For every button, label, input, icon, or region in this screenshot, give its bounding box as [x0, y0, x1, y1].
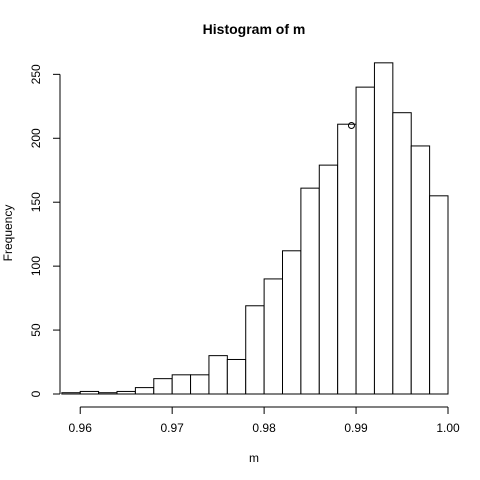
y-tick-label: 200 [29, 128, 43, 148]
x-tick-label: 0.98 [252, 421, 276, 435]
y-tick-label: 150 [29, 192, 43, 212]
x-tick-label: 0.99 [344, 421, 368, 435]
y-tick-label: 250 [29, 64, 43, 84]
histogram-bar [190, 374, 210, 395]
histogram-bar [410, 145, 431, 395]
x-tick-label: 0.96 [69, 421, 93, 435]
y-axis-label: Frequency [1, 205, 15, 262]
histogram-bar [134, 387, 155, 395]
histogram-bar [245, 305, 265, 395]
y-tick-label: 100 [29, 256, 43, 276]
histogram-bar [282, 250, 302, 395]
y-axis: 0 50 100 150 200 250 [29, 64, 61, 397]
histogram-bar [116, 390, 136, 395]
histogram-bar [300, 187, 320, 395]
histogram-bar [153, 378, 173, 395]
histogram-bar [392, 112, 412, 395]
histogram-bar [373, 62, 394, 395]
histogram-bar [355, 86, 375, 395]
histogram-bar [79, 390, 100, 395]
histogram-bar [61, 392, 81, 395]
histogram-bar [226, 358, 247, 395]
chart-title: Histogram of m [203, 21, 306, 37]
histogram-bar [171, 374, 192, 395]
histogram-bar [318, 164, 339, 395]
x-tick-label: 1.00 [436, 421, 460, 435]
plot-points [347, 121, 355, 129]
y-tick-label: 50 [29, 323, 43, 337]
histogram-bars [61, 62, 449, 395]
x-tick-label: 0.97 [160, 421, 184, 435]
histogram-bar [98, 392, 118, 395]
x-axis: 0.96 0.97 0.98 0.99 1.00 [69, 406, 460, 435]
histogram-bar [429, 195, 449, 395]
histogram-bar [263, 278, 284, 395]
y-tick-label: 0 [29, 390, 43, 397]
data-point [347, 121, 355, 129]
histogram-bar [208, 355, 228, 395]
x-axis-label: m [249, 451, 259, 465]
histogram-bar [337, 123, 357, 395]
